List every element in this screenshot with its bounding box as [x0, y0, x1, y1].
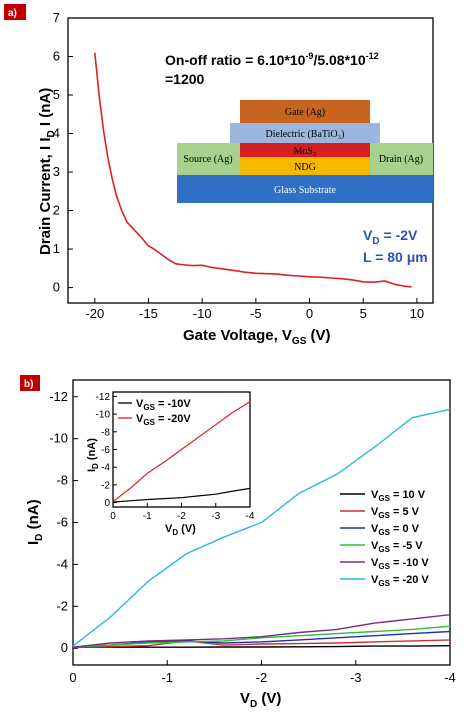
inset-y-tick-label: -8 [101, 427, 110, 438]
panel-b-y-tick-label: -10 [49, 431, 68, 446]
layer-ndg-label: NDG [294, 162, 316, 173]
inset-curves [112, 401, 251, 503]
panel-b-legend: VGS = 10 V VGS = 5 V VGS = 0 V VGS = -5 V VG… [340, 489, 429, 588]
inset-legend-label: VGS = -10V [136, 398, 191, 412]
panel-b: b) 0-2-4-6-8-10-12 0 -1 -2 -3 -4 VGS = 10 VV… [20, 375, 456, 710]
panel-a: a) 0 1 2 3 4 5 6 7 -20 -15 -10 -5 0 5 10 Drain Curren… [4, 4, 434, 347]
panel-b-output-curves [72, 408, 451, 648]
panel-b-y-tick-label: -12 [49, 389, 68, 404]
inset-y-tick-label: -2 [101, 480, 110, 491]
panel-a-y-tick-label: 3 [53, 164, 60, 179]
panel-a-y-tick-label: 5 [53, 87, 60, 102]
panel-a-x-tick-label: -15 [139, 306, 158, 321]
inset-y-tick-label: -6 [101, 445, 110, 456]
panel-b-series-line [72, 639, 451, 648]
on-off-ratio-value: =1200 [165, 71, 205, 87]
panel-b-y-tick-label: -2 [56, 598, 68, 613]
panel-b-y-tick-label: -6 [56, 515, 68, 530]
panel-a-y-tick-label: 1 [53, 241, 60, 256]
layer-drain-label: Drain (Ag) [379, 154, 423, 165]
panel-b-x-tick-label: -3 [350, 670, 362, 685]
panel-b-label-box [20, 375, 40, 391]
drain-voltage-label: VD = -2V [363, 227, 418, 247]
panel-a-x-ticks: -20 -15 -10 -5 0 5 10 [85, 298, 424, 321]
inset-x-tick-label: 0 [110, 511, 116, 522]
panel-a-transfer-curve [94, 52, 412, 288]
panel-a-y-tick-label: 7 [53, 10, 60, 25]
inset-x-axis-label: VD (V) [165, 523, 196, 537]
layer-mos2 [240, 143, 370, 157]
panel-b-label: b) [24, 379, 33, 390]
inset-y-tick-label: -4 [101, 463, 110, 474]
layer-gate-label: Gate (Ag) [285, 107, 325, 118]
layer-dielectric-label: Dielectric (BaTiO₃) [266, 129, 345, 140]
panel-b-x-tick-label: 0 [69, 670, 76, 685]
inset-series-line [112, 401, 251, 503]
inset-y-axis-label: ID (nA) [86, 438, 100, 472]
panel-b-x-tick-label: -4 [444, 670, 456, 685]
panel-b-legend-label: VGS = 10 V [371, 489, 426, 503]
inset-series-line [112, 487, 251, 503]
panel-b-y-ticks: 0 -2 -4 -6 -8 -10 -12 [49, 389, 78, 655]
panel-b-legend-label: VGS = -10 V [371, 557, 429, 571]
panel-a-y-tick-label: 6 [53, 49, 60, 64]
panel-b-y-tick-label: -4 [56, 556, 68, 571]
inset-y-tick-label: -10 [96, 410, 111, 421]
panel-a-x-tick-label: -10 [193, 306, 212, 321]
layer-mos2-label: MoS₂ [294, 146, 317, 157]
panel-a-y-tick-label: 0 [53, 280, 60, 295]
on-off-ratio-annotation: On-off ratio = 6.10*10-9/5.08*10-12 [165, 51, 379, 68]
panel-b-legend-label: VGS = -20 V [371, 574, 429, 588]
panel-a-y-ticks: 0 1 2 3 4 5 6 7 [53, 10, 73, 295]
layer-gate [240, 100, 370, 123]
layer-drain [370, 143, 433, 175]
panel-b-y-axis-label: ID (nA) [25, 499, 45, 545]
panel-a-label: a) [8, 8, 17, 19]
layer-substrate [177, 175, 433, 203]
inset-x-tick-label: -3 [211, 511, 220, 522]
panel-a-x-tick-label: 10 [410, 306, 424, 321]
panel-b-legend-label: VGS = 5 V [371, 506, 420, 520]
panel-b-series-line [72, 630, 451, 648]
panel-a-label-box [4, 4, 26, 20]
panel-a-x-axis-label: Gate Voltage, VGS (V) [183, 327, 331, 347]
panel-a-y-axis-label: Drain Current, I ID I (nA) [37, 88, 57, 255]
layer-substrate-label: Glass Substrate [274, 185, 337, 196]
panel-b-inset: 0 -2 -4 -6 -8 -10 -12 0 -1 -2 -3 -4 VGS = -10VVGS … [86, 391, 255, 537]
panel-a-x-tick-label: 0 [306, 306, 313, 321]
panel-a-x-tick-label: 5 [360, 306, 367, 321]
panel-a-x-tick-label: -5 [250, 306, 262, 321]
inset-x-tick-label: -1 [143, 511, 152, 522]
panel-b-y-tick-label: -8 [56, 473, 68, 488]
device-schematic: Glass Substrate Source (Ag) Drain (Ag) N… [177, 100, 433, 203]
panel-b-series-line [72, 408, 451, 647]
inset-x-ticks: 0 -1 -2 -3 -4 [110, 503, 255, 522]
inset-y-ticks: 0 -2 -4 -6 -8 -10 -12 [96, 392, 117, 509]
panel-b-y-tick-label: 0 [61, 640, 68, 655]
panel-a-y-tick-label: 2 [53, 203, 60, 218]
panel-b-series-line [73, 645, 451, 648]
panel-b-series-line [72, 614, 451, 648]
layer-dielectric [230, 123, 380, 143]
panel-b-legend-label: VGS = -5 V [371, 540, 423, 554]
panel-b-x-ticks: 0 -1 -2 -3 -4 [69, 660, 456, 685]
inset-y-tick-label: 0 [104, 498, 110, 509]
channel-length-label: L = 80 μm [363, 249, 428, 265]
inset-legend-label: VGS = -20V [136, 413, 191, 427]
panel-a-x-tick-label: -20 [85, 306, 104, 321]
panel-b-x-tick-label: -2 [256, 670, 268, 685]
layer-source-label: Source (Ag) [183, 154, 232, 165]
inset-x-tick-label: -4 [246, 511, 255, 522]
panel-b-x-axis-label: VD (V) [240, 690, 281, 710]
layer-ndg [240, 157, 370, 175]
inset-x-tick-label: -2 [177, 511, 186, 522]
panel-b-series-line [72, 625, 451, 648]
layer-source [177, 143, 240, 175]
inset-y-tick-label: -12 [96, 392, 111, 403]
panel-b-legend-label: VGS = 0 V [371, 523, 420, 537]
panel-a-y-tick-label: 4 [53, 126, 60, 141]
panel-b-x-tick-label: -1 [161, 670, 173, 685]
